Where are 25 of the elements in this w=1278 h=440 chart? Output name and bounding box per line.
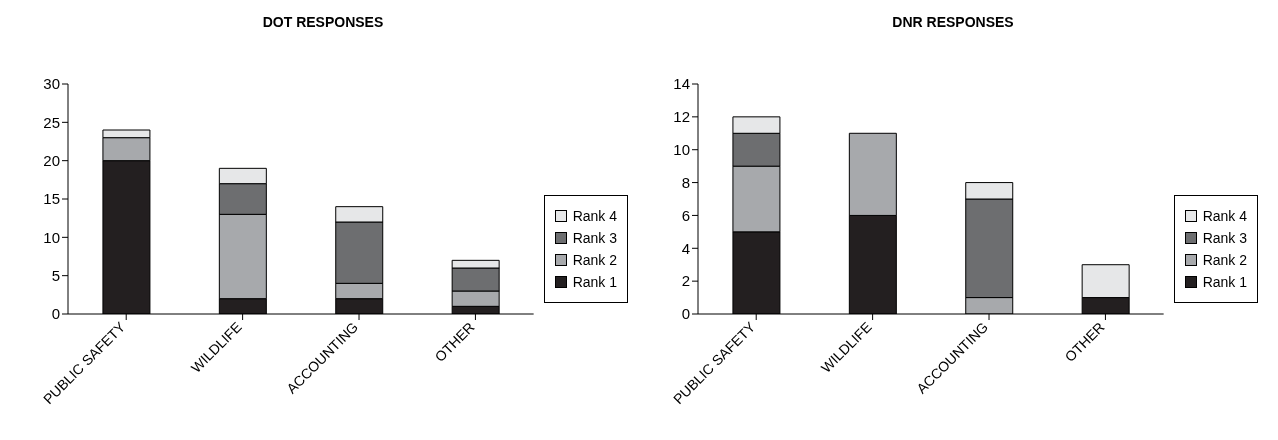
y-tick-label: 2 [681, 272, 690, 290]
y-tick-label: 30 [43, 75, 60, 93]
y-tick-label: 25 [43, 113, 60, 131]
legend-label: Rank 2 [1202, 252, 1247, 268]
y-tick-label: 0 [681, 305, 690, 323]
y-tick-label: 5 [51, 266, 60, 284]
legend-label: Rank 1 [1202, 274, 1247, 290]
y-tick-label: 0 [51, 305, 60, 323]
y-tick-label: 4 [681, 239, 690, 257]
legend-label: Rank 3 [572, 230, 617, 246]
legend-label: Rank 3 [1202, 230, 1247, 246]
y-tick-label: 10 [673, 141, 690, 159]
chart-title: DOT RESPONSES [261, 13, 385, 32]
y-tick-label: 15 [43, 190, 60, 208]
y-tick-label: 12 [673, 108, 690, 126]
legend-label: Rank 4 [572, 208, 617, 224]
y-tick-label: 14 [673, 75, 690, 93]
y-tick-label: 8 [681, 173, 690, 191]
legend-label: Rank 1 [572, 274, 617, 290]
y-tick-label: 6 [681, 206, 690, 224]
legend-label: Rank 2 [572, 252, 617, 268]
y-tick-label: 20 [43, 151, 60, 169]
y-tick-label: 10 [43, 228, 60, 246]
legend-label: Rank 4 [1202, 208, 1247, 224]
chart-title: DNR RESPONSES [891, 13, 1015, 32]
